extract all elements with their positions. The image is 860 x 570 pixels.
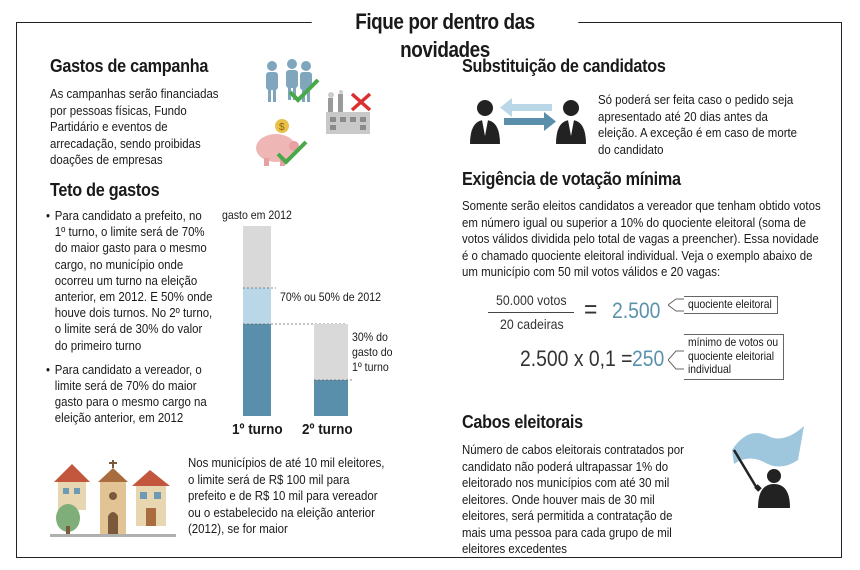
fraction-denominator: 20 cadeiras bbox=[500, 316, 564, 332]
votacao-heading: Exigência de votação mínima bbox=[462, 169, 681, 189]
teto-bullet-prefeito: Para candidato a prefeito, no 1º turno, … bbox=[46, 208, 213, 354]
quotient-callout-label: quociente eleitoral bbox=[688, 297, 772, 311]
chart-label-total: gasto em 2012 bbox=[222, 208, 292, 222]
candidate-swap-icon bbox=[470, 98, 586, 144]
min-votes-callout: mínimo de votos ou quociente eleitorial … bbox=[684, 334, 784, 380]
cabos-text: Número de cabos eleitorais contratados p… bbox=[462, 442, 684, 556]
min-votes-expression: 2.500 x 0,1 = bbox=[520, 346, 633, 371]
bar-1st-turn-base bbox=[243, 324, 271, 416]
cabos-heading: Cabos eleitorais bbox=[462, 412, 583, 432]
svg-text:$: $ bbox=[279, 122, 285, 133]
teto-bullet-vereador: Para candidato a vereador, o limite será… bbox=[46, 362, 213, 427]
gastos-text: As campanhas serão financiadas por pesso… bbox=[50, 86, 219, 167]
bar-1st-turn-limit bbox=[243, 288, 271, 324]
votacao-text: Somente serão eleitos candidatos a verea… bbox=[462, 198, 821, 279]
min-votes-callout-line1: mínimo de votos ou bbox=[688, 335, 779, 349]
min-votes-result: 250 bbox=[632, 346, 665, 371]
chart-label-turn1: 1º turno bbox=[232, 421, 283, 438]
chart-label-limit: 70% ou 50% de 2012 bbox=[280, 290, 381, 304]
gastos-heading: Gastos de campanha bbox=[50, 56, 209, 76]
municipios-text: Nos municípios de até 10 mil eleitores, … bbox=[188, 455, 385, 536]
page-title: Fique por dentro das novidades bbox=[311, 8, 579, 64]
substituicao-heading: Substituição de candidatos bbox=[462, 56, 666, 76]
chart-label-second-turn: 30% do gasto do 1º turno bbox=[352, 330, 393, 374]
flag-waver-icon bbox=[732, 426, 804, 508]
bar-2012-total bbox=[243, 226, 271, 288]
teto-heading: Teto de gastos bbox=[50, 180, 160, 200]
small-town-icon bbox=[50, 460, 176, 537]
fraction-numerator: 50.000 votos bbox=[496, 292, 567, 308]
company-forbidden-icon bbox=[326, 90, 372, 134]
bar-2nd-turn-ref bbox=[314, 324, 348, 380]
spending-limit-chart bbox=[243, 226, 352, 416]
bar-2nd-turn-limit bbox=[314, 380, 348, 416]
quotient-result: 2.500 bbox=[612, 298, 661, 323]
teto-bullet-list: Para candidato a prefeito, no 1º turno, … bbox=[46, 208, 213, 435]
donors-approved-icon bbox=[266, 59, 320, 103]
substituicao-text: Só poderá ser feita caso o pedido seja a… bbox=[598, 92, 798, 157]
callout2-pointer bbox=[668, 350, 688, 370]
callout1-pointer bbox=[668, 298, 688, 312]
quotient-callout: quociente eleitoral bbox=[684, 296, 778, 314]
equals-sign: = bbox=[584, 294, 598, 324]
public-fund-approved-icon: $ bbox=[256, 119, 308, 166]
fraction-bar bbox=[488, 312, 574, 313]
min-votes-callout-line3: individual bbox=[688, 362, 732, 376]
chart-label-turn2: 2º turno bbox=[302, 421, 353, 438]
min-votes-callout-line2: quociente eleitorial bbox=[688, 348, 775, 363]
